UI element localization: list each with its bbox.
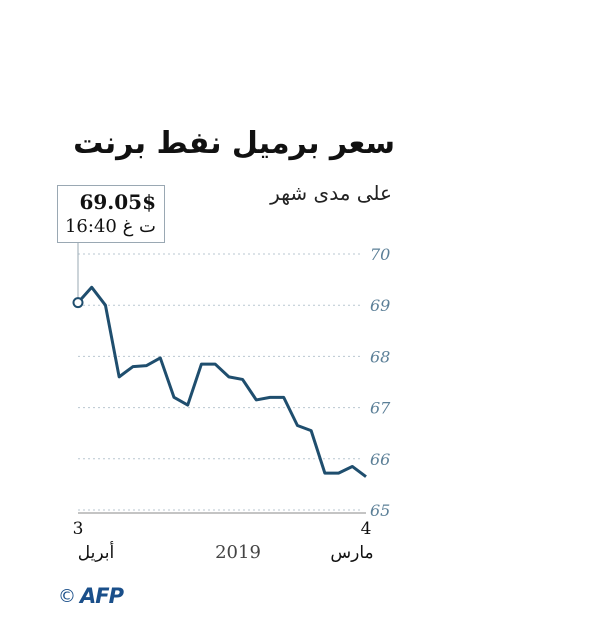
x-label-start-month: أبريل <box>78 541 114 563</box>
x-label-year: 2019 <box>215 542 261 563</box>
y-tick-label: 69 <box>370 296 390 315</box>
y-tick-label: 65 <box>370 501 390 520</box>
copyright-symbol: © <box>58 586 76 607</box>
y-tick-label: 66 <box>370 450 390 469</box>
x-label-end-day: 4 <box>361 519 372 539</box>
callout-price: 69.05$ <box>79 190 156 214</box>
chart-subtitle: على مدى شهر <box>270 181 392 205</box>
latest-price-callout: 69.05$ 16:40 ت غ <box>57 185 165 243</box>
afp-logo: AFP <box>80 584 124 608</box>
chart-title: سعر برميل نفط برنت <box>73 126 395 161</box>
price-line <box>76 285 367 478</box>
y-tick-label: 70 <box>370 245 390 264</box>
x-label-end-month: مارس <box>330 543 373 563</box>
y-tick-label: 67 <box>370 399 391 418</box>
latest-point-marker <box>72 297 84 309</box>
x-label-start-day: 3 <box>73 519 84 539</box>
y-tick-label: 68 <box>370 347 390 366</box>
callout-time: 16:40 ت غ <box>64 216 156 237</box>
